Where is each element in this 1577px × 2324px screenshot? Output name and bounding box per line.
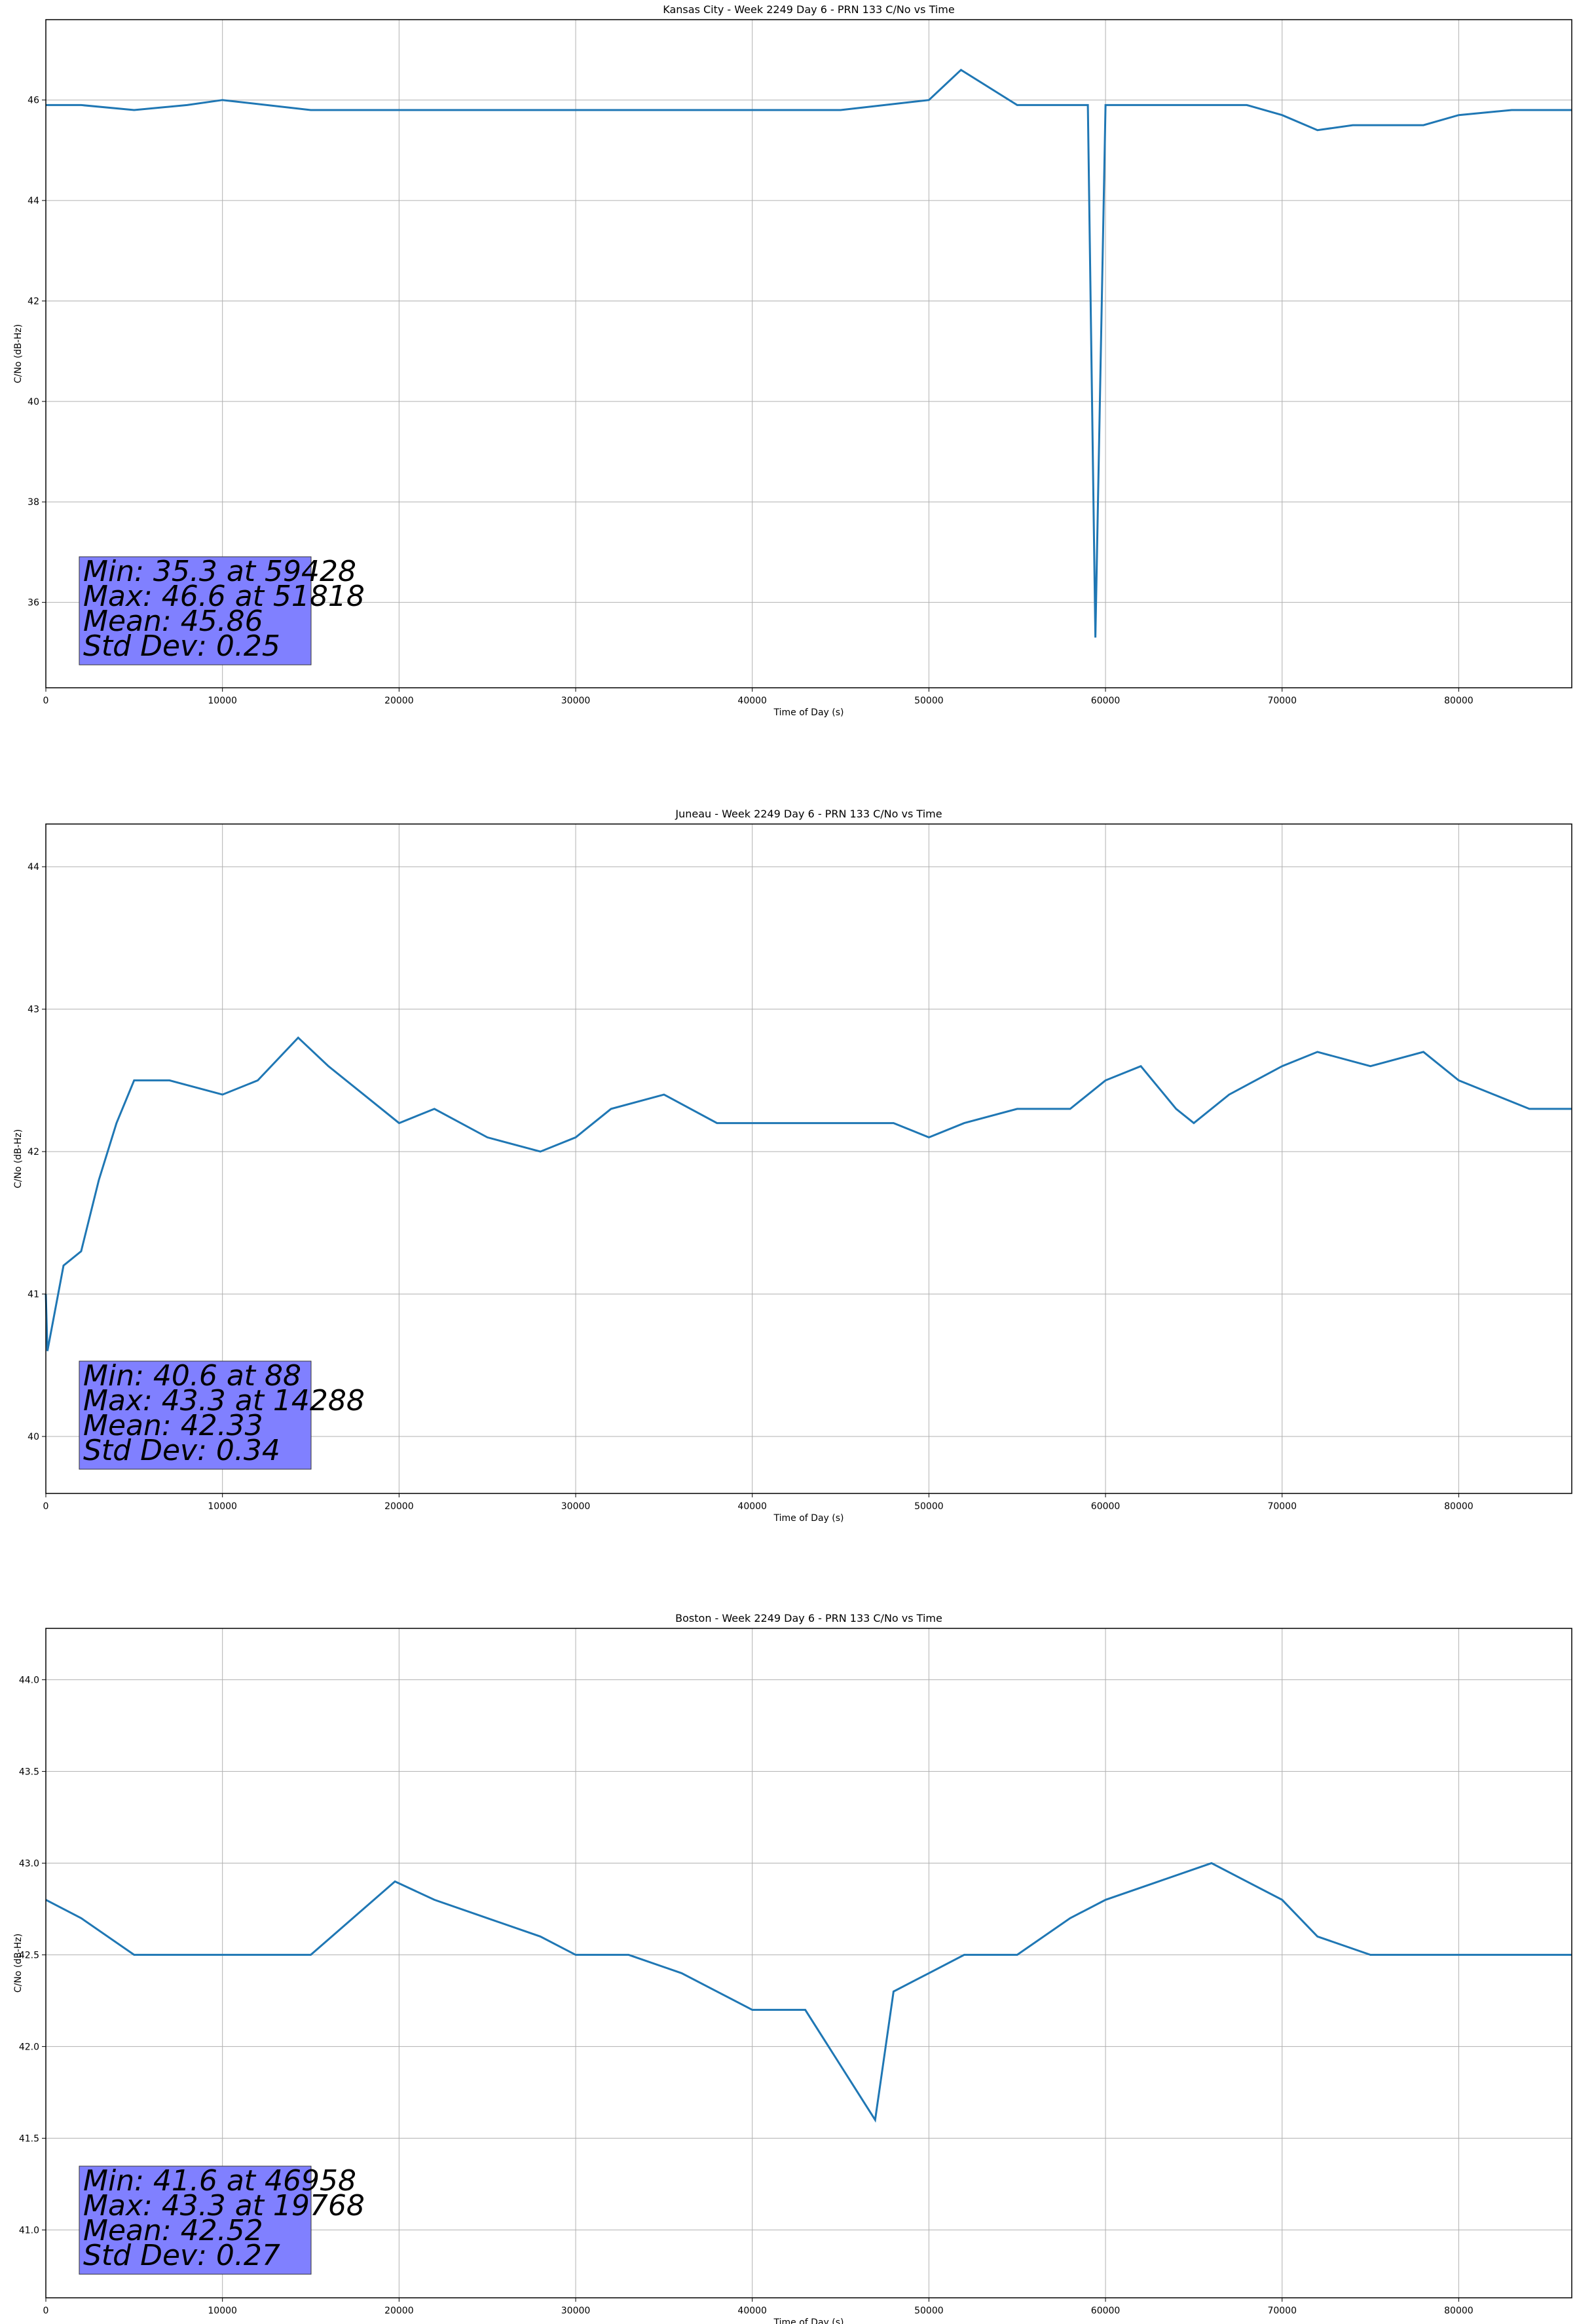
y-tick-label: 42.0 xyxy=(19,2042,39,2052)
y-tick-label: 44 xyxy=(28,862,39,872)
y-tick-label: 42 xyxy=(28,296,39,307)
x-tick-label: 50000 xyxy=(914,696,944,706)
stats-line: Mean: 45.86 xyxy=(83,605,263,638)
y-tick-label: 43.0 xyxy=(19,1858,39,1869)
stats-line: Max: 46.6 at 51818 xyxy=(83,580,365,613)
x-tick-label: 20000 xyxy=(384,696,414,706)
stats-line: Std Dev: 0.27 xyxy=(83,2239,280,2272)
stats-line: Mean: 42.33 xyxy=(83,1409,263,1442)
x-tick-label: 30000 xyxy=(561,696,591,706)
x-tick-label: 60000 xyxy=(1091,2306,1121,2316)
x-tick-label: 40000 xyxy=(737,696,767,706)
y-tick-label: 36 xyxy=(28,598,39,609)
y-tick-label: 40 xyxy=(28,397,39,407)
stats-line: Min: 35.3 at 59428 xyxy=(83,555,356,588)
x-tick-label: 80000 xyxy=(1444,696,1474,706)
cno-series-line xyxy=(45,1862,1572,2123)
y-tick-label: 44.0 xyxy=(19,1675,39,1685)
chart-title: Juneau - Week 2249 Day 6 - PRN 133 C/No … xyxy=(675,808,942,820)
x-tick-label: 60000 xyxy=(1091,1501,1121,1512)
x-tick-label: 40000 xyxy=(737,2306,767,2316)
y-tick-label: 43.5 xyxy=(19,1767,39,1777)
x-axis-label: Time of Day (s) xyxy=(773,1513,844,1524)
x-tick-label: 10000 xyxy=(208,2306,237,2316)
axes-frame xyxy=(45,19,1572,688)
stats-line: Min: 41.6 at 46958 xyxy=(83,2164,356,2198)
cno-series-line xyxy=(45,1036,1572,1351)
y-axis-label: C/No (dB-Hz) xyxy=(13,1129,24,1188)
cno-series-line xyxy=(46,68,1572,638)
stats-line: Std Dev: 0.34 xyxy=(83,1434,280,1467)
chart-panel-1: 0 10000 20000 30000 40000 50000 60000 70000 8000… xyxy=(13,3,1572,718)
stats-line: Max: 43.3 at 19768 xyxy=(83,2189,365,2222)
x-tick-label: 40000 xyxy=(737,1501,767,1512)
chart-panel-2: 0 10000 20000 30000 40000 50000 60000 70000 8000… xyxy=(13,808,1572,1524)
x-tick-label: 0 xyxy=(43,1501,49,1512)
stats-box xyxy=(79,1360,312,1470)
y-tick-label: 40 xyxy=(28,1432,39,1442)
y-tick-label: 43 xyxy=(28,1005,39,1015)
x-axis-label: Time of Day (s) xyxy=(773,2317,844,2324)
y-tick-label: 41.5 xyxy=(19,2133,39,2144)
x-tick-label: 30000 xyxy=(561,1501,591,1512)
chart-panel-3: 0 10000 20000 30000 40000 50000 60000 70000 8000… xyxy=(13,1612,1572,2324)
y-tick-label: 41 xyxy=(28,1290,39,1300)
x-tick-label: 0 xyxy=(43,2306,49,2316)
x-tick-label: 20000 xyxy=(384,2306,414,2316)
x-tick-label: 20000 xyxy=(384,1501,414,1512)
x-tick-label: 30000 xyxy=(561,2306,591,2316)
y-tick-label: 42.5 xyxy=(19,1950,39,1960)
stats-box xyxy=(79,2165,312,2275)
x-tick-label: 70000 xyxy=(1267,1501,1297,1512)
x-tick-label: 10000 xyxy=(208,696,237,706)
axes-frame xyxy=(45,1628,1572,2298)
stats-line: Mean: 42.52 xyxy=(83,2214,263,2247)
y-tick-label: 38 xyxy=(28,497,39,508)
x-tick-label: 50000 xyxy=(914,2306,944,2316)
y-axis-label: C/No (dB-Hz) xyxy=(13,1934,24,1993)
y-tick-label: 42 xyxy=(28,1147,39,1157)
stats-line: Min: 40.6 at 88 xyxy=(83,1359,301,1393)
y-axis-label: C/No (dB-Hz) xyxy=(13,324,24,383)
x-tick-label: 10000 xyxy=(208,1501,237,1512)
y-tick-label: 41.0 xyxy=(19,2225,39,2236)
y-tick-label: 44 xyxy=(28,196,39,206)
axes-frame xyxy=(45,823,1572,1494)
x-tick-label: 70000 xyxy=(1267,2306,1297,2316)
x-tick-label: 0 xyxy=(43,696,49,706)
x-tick-label: 80000 xyxy=(1444,1501,1474,1512)
chart-title: Boston - Week 2249 Day 6 - PRN 133 C/No … xyxy=(675,1612,942,1624)
y-tick-label: 46 xyxy=(28,96,39,106)
x-tick-label: 60000 xyxy=(1091,696,1121,706)
x-axis-label: Time of Day (s) xyxy=(773,707,844,718)
stats-line: Max: 43.3 at 14288 xyxy=(83,1384,365,1417)
stats-box xyxy=(79,556,312,665)
stats-line: Std Dev: 0.25 xyxy=(83,629,280,663)
x-tick-label: 50000 xyxy=(914,1501,944,1512)
x-tick-label: 70000 xyxy=(1267,696,1297,706)
chart-title: Kansas City - Week 2249 Day 6 - PRN 133 … xyxy=(663,3,954,16)
x-tick-label: 80000 xyxy=(1444,2306,1474,2316)
